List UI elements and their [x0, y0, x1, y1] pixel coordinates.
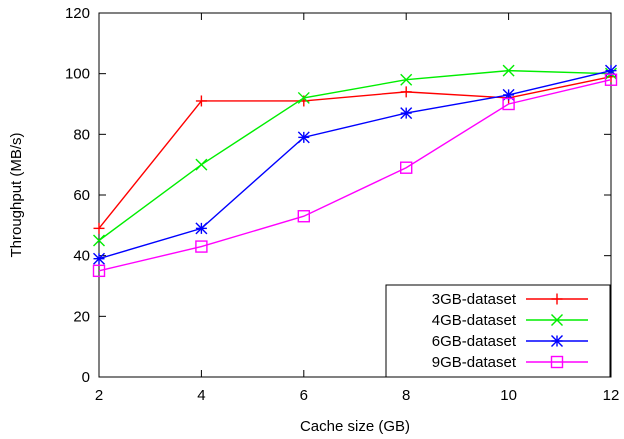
marker-stroke — [400, 107, 413, 120]
legend-label: 9GB-dataset — [432, 354, 517, 371]
legend-marker — [551, 335, 563, 347]
x-axis-title: Cache size (GB) — [300, 418, 410, 435]
legend-label: 6GB-dataset — [432, 333, 517, 350]
data-point — [195, 222, 208, 235]
series-9gb-dataset — [92, 73, 618, 278]
y-axis-title: Throughput (MB/s) — [8, 132, 25, 257]
legend-label: 3GB-dataset — [432, 291, 517, 308]
data-point — [400, 86, 412, 98]
legend-item: 4GB-dataset — [432, 312, 588, 329]
series-line — [98, 79, 612, 272]
series-line — [98, 69, 612, 260]
data-point — [93, 234, 105, 247]
x-tick-label: 8 — [402, 387, 410, 404]
data-point — [195, 240, 208, 253]
data-point — [502, 64, 515, 77]
data-point — [195, 95, 207, 107]
data-point — [297, 210, 310, 223]
marker-stroke — [550, 355, 564, 369]
marker-stroke — [502, 64, 515, 77]
marker-stroke — [195, 158, 208, 171]
marker-stroke — [93, 252, 105, 265]
marker-stroke — [195, 222, 208, 235]
series-6gb-dataset — [93, 64, 617, 265]
legend-item: 6GB-dataset — [432, 333, 588, 350]
legend: 3GB-dataset 4GB-dataset 6GB-dataset 9GB-dat… — [385, 284, 611, 378]
data-point — [297, 131, 310, 144]
marker-stroke — [297, 210, 310, 223]
y-tick-label: 120 — [65, 5, 90, 22]
data-point — [400, 161, 413, 174]
y-tick-label: 60 — [73, 187, 90, 204]
marker-stroke — [297, 131, 310, 144]
marker-stroke — [604, 73, 618, 86]
marker-stroke — [400, 161, 413, 174]
x-tick-label: 6 — [300, 387, 308, 404]
data-point — [93, 252, 105, 265]
y-tick-label: 20 — [73, 308, 90, 325]
data-point — [195, 158, 208, 171]
y-tick-label: 100 — [65, 66, 90, 83]
marker-stroke — [93, 234, 105, 247]
data-point — [400, 73, 413, 86]
data-point — [92, 264, 106, 278]
data-point — [400, 107, 413, 120]
legend-marker — [551, 314, 563, 326]
series-line — [98, 76, 612, 229]
legend-marker — [550, 355, 564, 369]
legend-label: 4GB-dataset — [432, 312, 517, 329]
marker-stroke — [400, 73, 413, 86]
data-point — [93, 222, 105, 234]
marker-stroke — [297, 91, 310, 104]
y-tick-label: 80 — [73, 126, 90, 143]
x-tick-label: 10 — [500, 387, 517, 404]
data-point — [604, 73, 618, 86]
y-tick-label: 40 — [73, 248, 90, 265]
marker-stroke — [551, 314, 563, 326]
legend-item: 9GB-dataset — [432, 354, 588, 371]
legend-item: 3GB-dataset — [432, 291, 588, 308]
marker-stroke — [502, 97, 515, 111]
series-layer — [92, 64, 618, 278]
x-tick-label: 12 — [603, 387, 620, 404]
marker-stroke — [551, 335, 563, 347]
y-tick-label: 0 — [82, 369, 90, 386]
x-tick-label: 4 — [197, 387, 205, 404]
legend-marker — [551, 293, 563, 305]
marker-stroke — [92, 264, 106, 278]
marker-stroke — [195, 240, 208, 253]
data-point — [502, 97, 515, 111]
series-4gb-dataset — [93, 64, 617, 247]
data-point — [297, 91, 310, 104]
series-line — [98, 69, 612, 242]
x-tick-label: 2 — [95, 387, 103, 404]
